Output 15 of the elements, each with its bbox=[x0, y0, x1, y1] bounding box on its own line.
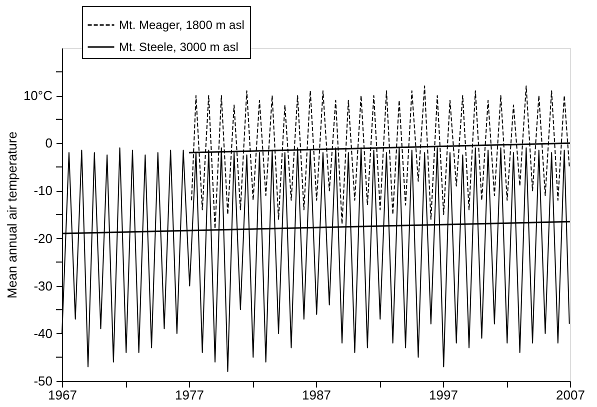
y-tick-label: 10°C bbox=[23, 88, 52, 104]
x-tick-label: 1997 bbox=[429, 388, 458, 402]
x-tick-label: 1987 bbox=[302, 388, 331, 402]
x-tick-label: 1977 bbox=[175, 388, 204, 402]
y-tick-label: -30 bbox=[34, 278, 52, 294]
x-tick-label: 1967 bbox=[48, 388, 77, 402]
y-tick-label: -40 bbox=[34, 326, 52, 341]
y-axis-title: Mean annual air temperature bbox=[4, 132, 20, 298]
y-tick-label: -10 bbox=[34, 183, 52, 198]
y-tick-label: -20 bbox=[34, 230, 52, 246]
y-tick-label: -50 bbox=[34, 374, 52, 388]
x-tick-label: 2007 bbox=[556, 388, 585, 402]
legend-label: Mt. Steele, 3000 m asl bbox=[119, 40, 238, 54]
y-tick-label: 0 bbox=[45, 136, 52, 151]
legend-label: Mt. Meager, 1800 m asl bbox=[119, 18, 244, 32]
